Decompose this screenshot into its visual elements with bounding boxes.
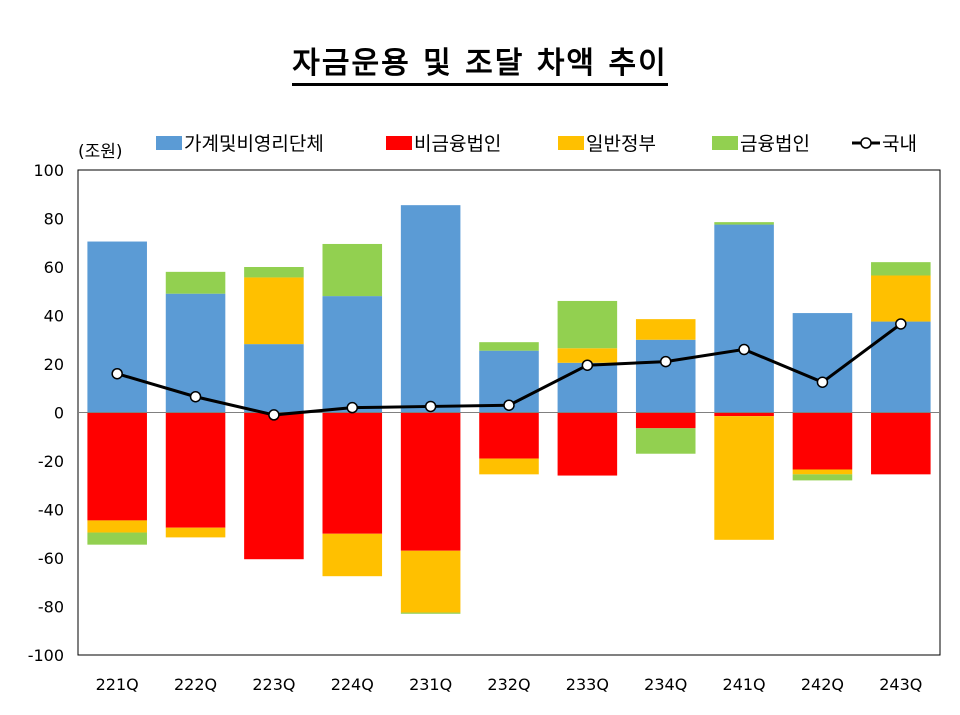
x-tick-label: 221Q bbox=[96, 675, 139, 694]
bar-segment bbox=[87, 532, 147, 545]
y-tick-label: 80 bbox=[44, 210, 64, 229]
bar-segment bbox=[635, 339, 696, 413]
bar-segment bbox=[792, 469, 853, 475]
legend-swatch bbox=[712, 136, 738, 150]
bar-segment bbox=[165, 527, 226, 538]
bar-segment bbox=[714, 224, 774, 413]
y-tick-label: -80 bbox=[38, 598, 64, 617]
line-point bbox=[581, 359, 594, 371]
series-2-bars bbox=[87, 412, 931, 560]
line-point bbox=[816, 376, 829, 388]
bar-segment bbox=[557, 300, 618, 349]
legend-label: 국내 bbox=[882, 133, 917, 155]
bar-segment bbox=[244, 267, 304, 278]
bar-segment bbox=[714, 222, 774, 225]
bar-segment bbox=[87, 241, 147, 413]
bar-segment bbox=[792, 412, 853, 470]
bar-segment bbox=[871, 262, 931, 276]
bar-segment bbox=[400, 550, 461, 613]
x-tick-label: 223Q bbox=[252, 675, 295, 694]
bar-segment bbox=[714, 416, 774, 540]
bar-segment bbox=[165, 412, 226, 528]
x-tick-label: 232Q bbox=[487, 675, 530, 694]
chart-title: 자금운용 및 조달 차액 추이 bbox=[0, 38, 960, 86]
legend-label: 가계및비영리단체 bbox=[184, 133, 324, 155]
series-4-bars bbox=[87, 222, 931, 614]
x-tick-label: 242Q bbox=[801, 675, 844, 694]
legend-swatch bbox=[156, 136, 182, 150]
x-tick-label: 243Q bbox=[879, 675, 922, 694]
line-point bbox=[659, 355, 672, 368]
line-point bbox=[268, 409, 280, 421]
legend: 가계및비영리단체 비금융법인 일반정부 금융법인 국내 bbox=[156, 133, 917, 155]
bar-segment bbox=[557, 412, 618, 476]
bar-segment bbox=[87, 520, 147, 533]
bar-segment bbox=[479, 458, 539, 475]
chart-title-text: 자금운용 및 조달 차액 추이 bbox=[292, 46, 668, 86]
bar-segment bbox=[322, 533, 383, 577]
line-point bbox=[738, 343, 750, 356]
bar-segment bbox=[244, 412, 304, 560]
bar-segment bbox=[792, 313, 853, 413]
y-tick-label: 0 bbox=[54, 404, 64, 423]
line-point bbox=[895, 318, 907, 330]
bar-segment bbox=[322, 296, 383, 413]
legend-line-marker bbox=[860, 137, 872, 149]
y-tick-label: -100 bbox=[28, 646, 64, 665]
legend-label: 금융법인 bbox=[740, 133, 810, 155]
legend-label: 일반정부 bbox=[586, 133, 656, 155]
bar-segment bbox=[871, 412, 931, 475]
line-point bbox=[189, 390, 202, 403]
series-3-bars bbox=[87, 275, 931, 613]
x-tick-label: 233Q bbox=[566, 675, 609, 694]
bar-segment bbox=[400, 412, 461, 551]
bar-segment bbox=[871, 321, 931, 413]
x-tick-label: 231Q bbox=[409, 675, 452, 694]
line-point bbox=[111, 367, 123, 380]
legend-label: 비금융법인 bbox=[414, 133, 501, 155]
bar-segment bbox=[322, 412, 383, 534]
bar-segment bbox=[714, 412, 774, 417]
y-tick-label: 20 bbox=[44, 355, 64, 374]
line-point bbox=[503, 399, 515, 411]
y-tick-label: 60 bbox=[44, 258, 64, 277]
bar-segment bbox=[557, 362, 618, 413]
bar-segment bbox=[635, 319, 696, 340]
legend-swatch bbox=[558, 136, 584, 150]
bar-segment bbox=[792, 474, 853, 481]
bar-segment bbox=[400, 612, 461, 614]
bar-segment bbox=[87, 412, 147, 521]
bar-segment bbox=[635, 428, 696, 454]
series-1-bars bbox=[87, 205, 931, 413]
y-tick-label: -20 bbox=[38, 452, 64, 471]
line-point bbox=[346, 401, 359, 414]
x-tick-label: 234Q bbox=[644, 675, 687, 694]
y-tick-label: 100 bbox=[33, 161, 64, 180]
bar-segment bbox=[479, 342, 539, 351]
bar-segment bbox=[635, 412, 696, 429]
bar-segment bbox=[244, 277, 304, 345]
x-tick-label: 222Q bbox=[174, 675, 217, 694]
legend-swatch bbox=[386, 136, 412, 150]
bar-segment bbox=[244, 344, 304, 413]
bar-segment bbox=[322, 243, 383, 297]
line-point bbox=[424, 400, 437, 413]
x-tick-label: 241Q bbox=[723, 675, 766, 694]
y-tick-label: -60 bbox=[38, 549, 64, 568]
bar-segment bbox=[165, 271, 226, 294]
bar-segment bbox=[871, 275, 931, 322]
bar-segment bbox=[557, 348, 618, 363]
bar-segment bbox=[479, 412, 539, 459]
x-tick-label: 224Q bbox=[331, 675, 374, 694]
bar-segment bbox=[400, 205, 461, 413]
y-tick-label: -40 bbox=[38, 501, 64, 520]
unit-label: (조원) bbox=[78, 142, 123, 162]
y-tick-label: 40 bbox=[44, 307, 64, 326]
